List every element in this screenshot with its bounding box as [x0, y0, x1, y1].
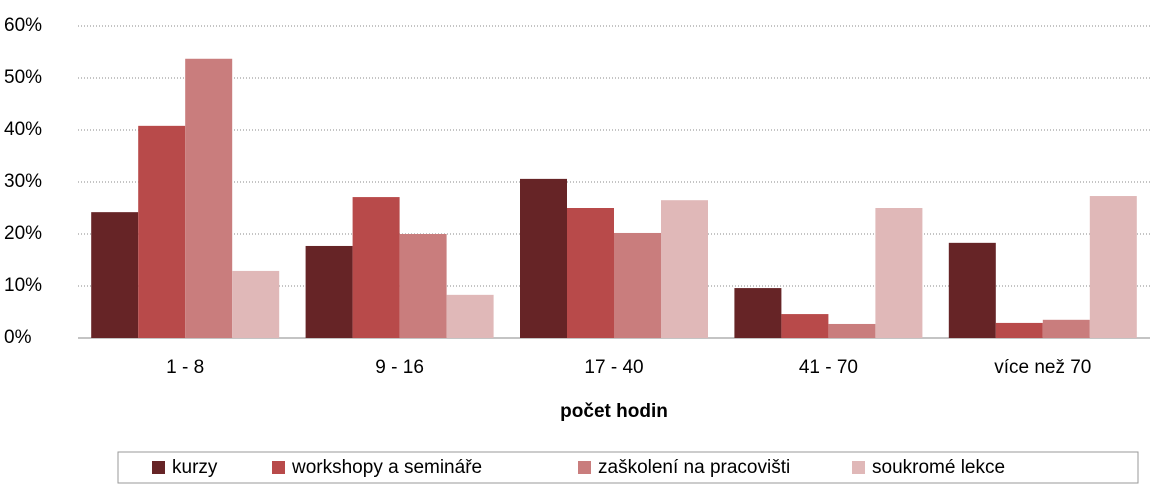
- y-tick-label: 60%: [4, 15, 42, 36]
- bar: [1089, 196, 1137, 338]
- legend-box: [117, 451, 1139, 484]
- x-tick-label: 41 - 70: [799, 357, 858, 378]
- legend-swatch: [578, 461, 591, 474]
- y-tick-label: 40%: [4, 119, 42, 140]
- legend-swatch: [272, 461, 285, 474]
- bar: [446, 294, 494, 338]
- x-axis-label: počet hodin: [560, 401, 668, 422]
- bar: [734, 288, 782, 338]
- y-tick-label: 0%: [4, 327, 32, 348]
- x-tick-label: 17 - 40: [584, 357, 643, 378]
- bar: [948, 242, 996, 338]
- y-tick-label: 30%: [4, 171, 42, 192]
- bar: [661, 200, 708, 338]
- x-tick-label: 9 - 16: [375, 357, 424, 378]
- legend-swatch: [852, 461, 865, 474]
- bar: [232, 270, 280, 338]
- y-tick-label: 50%: [4, 67, 42, 88]
- bar: [399, 234, 447, 338]
- bar: [781, 314, 829, 338]
- legend-label: zaškolení na pracovišti: [598, 457, 790, 478]
- bar: [614, 232, 661, 338]
- legend-label: kurzy: [172, 457, 218, 478]
- x-tick-label: více než 70: [994, 357, 1091, 378]
- legend-label: workshopy a semináře: [291, 457, 482, 478]
- y-tick-label: 10%: [4, 275, 42, 296]
- bar: [138, 125, 186, 338]
- bar: [185, 58, 233, 338]
- bar: [352, 197, 400, 338]
- legend-swatch: [152, 461, 165, 474]
- bar: [520, 178, 567, 338]
- bar: [995, 322, 1043, 338]
- bar: [91, 212, 139, 338]
- bar: [567, 208, 614, 338]
- legend-label: soukromé lekce: [872, 457, 1005, 478]
- bar: [875, 208, 923, 338]
- bar: [305, 245, 353, 338]
- bar: [828, 323, 876, 338]
- x-tick-label: 1 - 8: [166, 357, 204, 378]
- bar: [1042, 319, 1090, 338]
- y-tick-label: 20%: [4, 223, 42, 244]
